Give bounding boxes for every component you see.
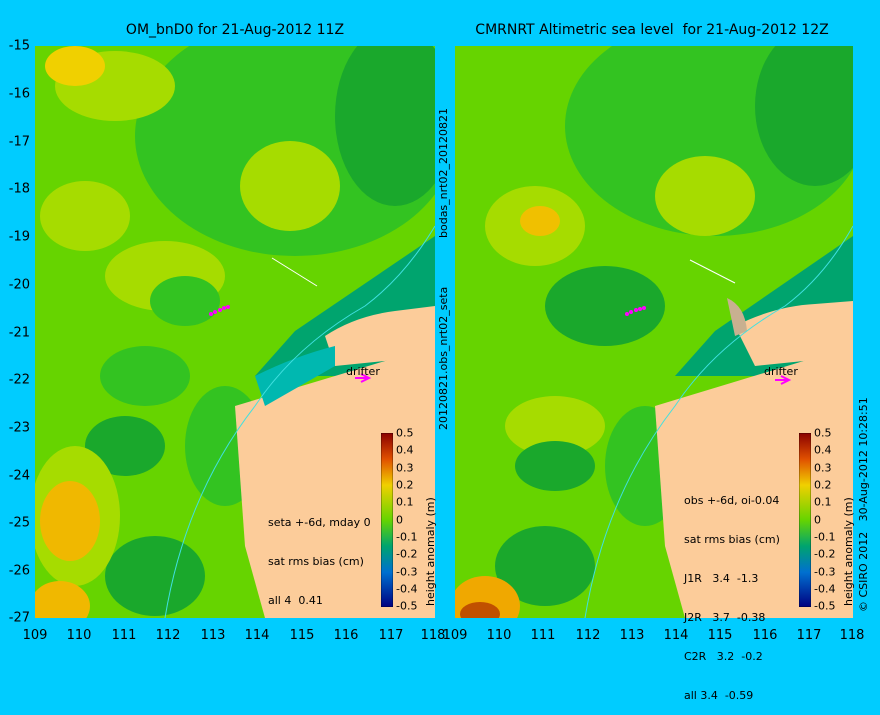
x-tick-label: 109 (22, 628, 48, 643)
y-tick-label: -16 (8, 86, 30, 102)
x-tick-label: 112 (575, 628, 601, 643)
y-tick-label: -27 (8, 610, 30, 626)
x-tick-label: 114 (244, 628, 270, 643)
colorbar-tick-label: -0.3 (814, 565, 836, 579)
y-tick-label: -23 (8, 420, 30, 436)
info-line: sat rms bias (cm) (268, 555, 364, 568)
x-tick-label: 117 (378, 628, 404, 643)
y-tick-label: -15 (8, 38, 30, 54)
info-line: C2R 3.2 -0.2 (684, 650, 763, 663)
info-line: all 3.4 -0.59 (684, 689, 754, 702)
colorbar-tick-label: -0.1 (396, 530, 418, 544)
info-line: sat rms bias (cm) (684, 533, 780, 546)
info-line: J2R 3.7 -0.38 (684, 611, 766, 624)
y-tick-label: -24 (8, 468, 30, 484)
colorbar-tick-label: -0.4 (396, 582, 418, 596)
left-colorbar-label: height anomaly (m) (424, 497, 437, 606)
colorbar-tick-label: -0.2 (814, 547, 836, 561)
x-tick-label: 110 (486, 628, 512, 643)
x-tick-label: 118 (420, 628, 446, 643)
colorbar-tick-label: 0.5 (396, 426, 414, 440)
model-file-label: bodas_nrt02_20120821 (437, 108, 450, 238)
right-colorbar (799, 433, 811, 607)
colorbar-tick-label: 0.1 (396, 495, 414, 509)
colorbar-tick-label: -0.5 (396, 599, 418, 613)
right-colorbar-label: height anomaly (m) (842, 497, 855, 606)
left-colorbar (381, 433, 393, 607)
info-line: J1R 3.4 -1.3 (684, 572, 759, 585)
right-info-box: obs +-6d, oi-0.04 sat rms bias (cm) J1R … (684, 468, 780, 715)
colorbar-tick-label: 0 (814, 513, 821, 527)
left-map-title: OM_bnD0 for 21-Aug-2012 11Z (125, 22, 345, 38)
right-map-field (455, 46, 853, 618)
colorbar-tick-label: -0.2 (396, 547, 418, 561)
info-line: obs +-6d, oi-0.04 (684, 494, 780, 507)
info-line: seta +-6d, mday 0 (268, 516, 371, 529)
x-tick-label: 118 (839, 628, 865, 643)
right-map-title: CMRNRT Altimetric sea level for 21-Aug-2… (475, 22, 829, 38)
copyright-label: © CSIRO 2012 30-Aug-2012 10:28:51 (857, 397, 870, 612)
info-line: all 4 0.41 (268, 594, 323, 607)
colorbar-tick-label: 0.2 (814, 478, 832, 492)
x-tick-label: 114 (663, 628, 689, 643)
y-tick-label: -22 (8, 372, 30, 388)
colorbar-tick-label: 0.2 (396, 478, 414, 492)
x-tick-label: 116 (752, 628, 778, 643)
x-tick-label: 117 (796, 628, 822, 643)
right-drifter-label: drifter (764, 365, 798, 378)
x-tick-label: 111 (530, 628, 556, 643)
x-tick-label: 113 (619, 628, 645, 643)
x-tick-label: 109 (442, 628, 468, 643)
colorbar-tick-label: 0.4 (396, 443, 414, 457)
left-info-box: seta +-6d, mday 0 sat rms bias (cm) all … (268, 490, 371, 620)
x-tick-label: 110 (66, 628, 92, 643)
colorbar-tick-label: -0.5 (814, 599, 836, 613)
y-tick-label: -25 (8, 515, 30, 531)
left-map-field (35, 46, 435, 618)
obs-file-label: 20120821.obs_nrt02_seta (437, 286, 450, 430)
colorbar-tick-label: 0.5 (814, 426, 832, 440)
colorbar-tick-label: 0 (396, 513, 403, 527)
colorbar-tick-label: -0.4 (814, 582, 836, 596)
x-tick-label: 115 (707, 628, 733, 643)
colorbar-tick-label: -0.1 (814, 530, 836, 544)
y-tick-label: -19 (8, 229, 30, 245)
left-map-panel (35, 46, 435, 618)
x-tick-label: 115 (289, 628, 315, 643)
y-tick-label: -26 (8, 563, 30, 579)
y-tick-label: -18 (8, 181, 30, 197)
y-tick-label: -21 (8, 325, 30, 341)
left-drifter-label: drifter (346, 365, 380, 378)
right-map-panel (455, 46, 853, 618)
x-tick-label: 116 (333, 628, 359, 643)
x-tick-label: 112 (155, 628, 181, 643)
colorbar-tick-label: 0.3 (814, 461, 832, 475)
colorbar-tick-label: 0.3 (396, 461, 414, 475)
x-tick-label: 111 (111, 628, 137, 643)
y-tick-label: -17 (8, 134, 30, 150)
colorbar-tick-label: 0.1 (814, 495, 832, 509)
colorbar-tick-label: -0.3 (396, 565, 418, 579)
x-tick-label: 113 (200, 628, 226, 643)
colorbar-tick-label: 0.4 (814, 443, 832, 457)
y-tick-label: -20 (8, 277, 30, 293)
